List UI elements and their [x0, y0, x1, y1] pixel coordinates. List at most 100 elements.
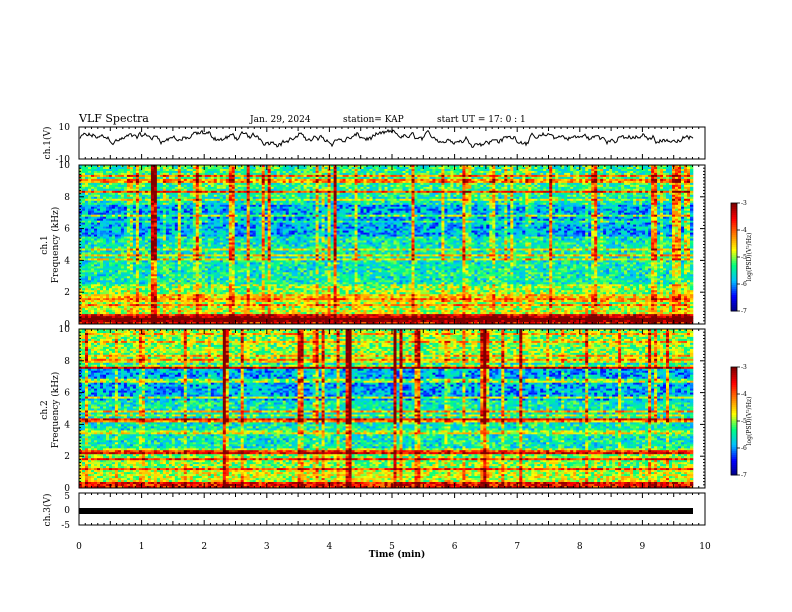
spectrogram-cell: [180, 176, 185, 180]
spectrogram-cell: [186, 206, 191, 209]
spectrogram-cell: [690, 169, 694, 172]
spectrogram-cell: [174, 174, 179, 178]
spectrogram-cell: [126, 198, 131, 202]
spectrogram-cell: [273, 178, 277, 182]
spectrogram-cell: [156, 172, 161, 176]
spectrogram-cell: [672, 180, 676, 184]
spectrogram-cell: [273, 180, 277, 184]
spectrogram-cell: [474, 171, 478, 174]
spectrogram-cell: [447, 202, 451, 206]
spectrogram-cell: [645, 184, 649, 188]
spectrogram-cell: [366, 178, 370, 182]
spectrogram-cell: [168, 174, 173, 178]
spectrogram-cell: [576, 194, 580, 198]
spectrogram-cell: [687, 208, 691, 211]
spectrogram-cell: [531, 176, 535, 180]
spectrogram-cell: [480, 174, 484, 178]
spectrogram-cell: [252, 171, 256, 174]
spectrogram-cell: [79, 186, 83, 190]
spectrogram-cell: [339, 184, 343, 188]
spectrogram-cell: [267, 192, 271, 196]
spectrogram-cell: [381, 169, 385, 172]
spectrogram-cell: [303, 169, 307, 172]
spectrogram-cell: [297, 194, 301, 198]
spectrogram-cell: [666, 188, 670, 192]
spectrogram-cell: [540, 178, 544, 182]
spectrogram-cell: [486, 176, 490, 180]
spectrogram-cell: [423, 184, 427, 188]
spectrogram-cell: [408, 180, 412, 184]
spectrogram-cell: [423, 169, 427, 172]
spectrogram-cell: [531, 186, 535, 190]
spectrogram-cell: [387, 178, 391, 182]
spectrogram-cell: [606, 202, 610, 206]
spectrogram-cell: [462, 200, 466, 204]
spectrogram-cell: [468, 176, 472, 180]
spectrogram-cell: [285, 165, 289, 168]
spectrogram-cell: [402, 196, 406, 200]
spectrogram-cell: [585, 198, 589, 202]
ch1-waveform-ylabel: ch.1(V): [42, 127, 53, 160]
spectrogram-cell: [576, 178, 580, 182]
spectrogram-cell: [109, 196, 113, 200]
spectrogram-cell: [657, 206, 661, 209]
spectrogram-cell: [288, 190, 292, 194]
spectrogram-cell: [147, 198, 152, 202]
spectrogram-cell: [228, 178, 233, 182]
spectrogram-cell: [450, 204, 454, 208]
spectrogram-cell: [450, 196, 454, 200]
spectrogram-cell: [654, 198, 658, 202]
spectrogram-cell: [588, 178, 592, 182]
spectrogram-cell: [441, 180, 445, 184]
spectrogram-cell: [444, 172, 448, 176]
spectrogram-cell: [111, 182, 116, 186]
spectrogram-cell: [648, 169, 652, 172]
spectrogram-cell: [414, 174, 418, 178]
spectrogram-cell: [138, 178, 143, 182]
spectrogram-cell: [510, 196, 514, 200]
spectrogram-cell: [252, 178, 256, 182]
spectrogram-cell: [231, 176, 236, 180]
spectrogram-cell: [273, 200, 277, 204]
spectrogram-cell: [228, 208, 233, 211]
spectrogram-cell: [510, 206, 514, 209]
spectrogram-cell: [594, 180, 598, 184]
spectrogram-cell: [387, 169, 391, 172]
spectrogram-cell: [255, 208, 259, 211]
spectrogram-cell: [690, 165, 694, 168]
spectrogram-cell: [531, 188, 535, 192]
spectrogram-cell: [495, 174, 499, 178]
spectrogram-cell: [396, 171, 400, 174]
spectrogram-cell: [240, 188, 244, 192]
spectrogram-cell: [138, 186, 143, 190]
spectrogram-cell: [126, 178, 131, 182]
spectrogram-cell: [456, 184, 460, 188]
spectrogram-cell: [462, 180, 466, 184]
spectrogram-cell: [678, 171, 682, 174]
spectrogram-cell: [363, 178, 367, 182]
spectrogram-cell: [327, 182, 331, 186]
spectrogram-cell: [85, 194, 89, 198]
spectrogram-cell: [249, 190, 253, 194]
spectrogram-cell: [79, 171, 83, 174]
spectrogram-cell: [630, 172, 634, 176]
spectrogram-cell: [429, 198, 433, 202]
spectrogram-cell: [141, 198, 146, 202]
spectrogram-cell: [369, 174, 373, 178]
spectrogram-cell: [165, 186, 170, 190]
spectrogram-cell: [684, 202, 688, 206]
spectrogram-cell: [621, 174, 625, 178]
spectrogram-cell: [348, 171, 352, 174]
spectrogram-cell: [147, 167, 152, 170]
spectrogram-cell: [600, 194, 604, 198]
spectrogram-cell: [681, 188, 685, 192]
spectrogram-cell: [387, 208, 391, 211]
spectrogram-cell: [399, 171, 403, 174]
figure-title: VLF Spectra: [78, 112, 149, 125]
spectrogram-cell: [132, 180, 137, 184]
spectrogram-cell: [186, 167, 191, 170]
spectrogram-cell: [411, 171, 415, 174]
spectrogram-cell: [231, 186, 236, 190]
spectrogram-cell: [171, 186, 176, 190]
spectrogram-cell: [243, 184, 247, 188]
